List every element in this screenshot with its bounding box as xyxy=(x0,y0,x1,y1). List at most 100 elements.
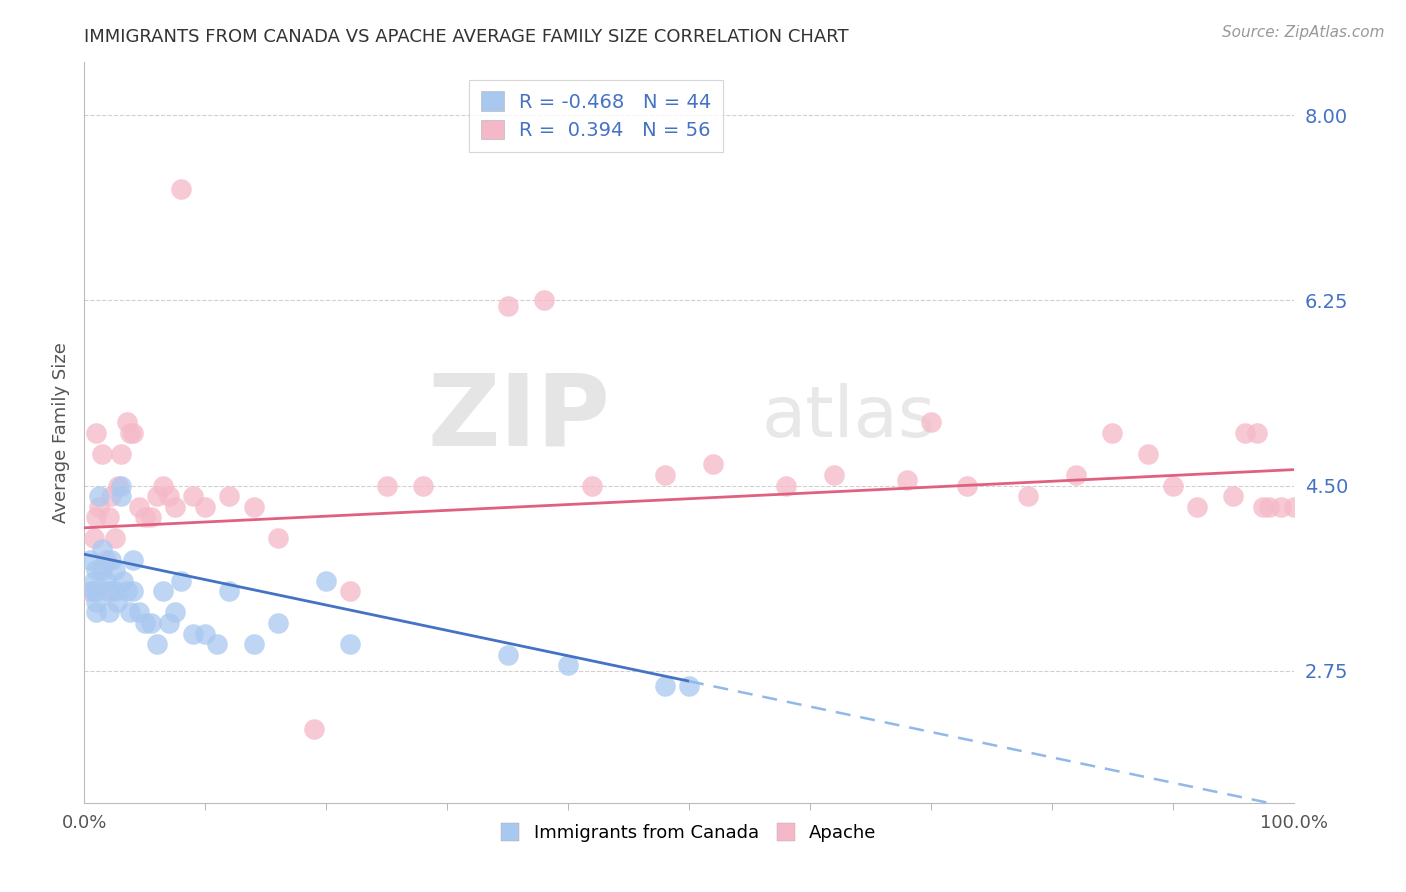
Point xyxy=(218,489,240,503)
Point xyxy=(110,447,132,461)
Point xyxy=(496,648,519,662)
Point xyxy=(91,563,114,577)
Point xyxy=(823,467,845,482)
Point xyxy=(581,478,603,492)
Y-axis label: Average Family Size: Average Family Size xyxy=(52,343,70,523)
Point xyxy=(207,637,229,651)
Point xyxy=(267,532,290,546)
Point xyxy=(339,584,361,599)
Point xyxy=(97,584,120,599)
Point xyxy=(94,552,117,566)
Point xyxy=(139,615,162,630)
Point xyxy=(165,606,187,620)
Point xyxy=(110,478,132,492)
Point xyxy=(83,574,105,588)
Point xyxy=(86,510,108,524)
Point xyxy=(412,478,434,492)
Point xyxy=(100,489,122,503)
Point xyxy=(120,606,142,620)
Point xyxy=(1282,500,1305,514)
Point xyxy=(121,552,143,566)
Point xyxy=(86,425,108,440)
Point xyxy=(86,606,108,620)
Point xyxy=(139,510,162,524)
Point xyxy=(86,584,108,599)
Point xyxy=(79,584,101,599)
Point xyxy=(339,637,361,651)
Legend: Immigrants from Canada, Apache: Immigrants from Canada, Apache xyxy=(494,817,884,849)
Point xyxy=(496,299,519,313)
Point xyxy=(110,489,132,503)
Text: atlas: atlas xyxy=(762,384,936,452)
Point xyxy=(104,584,127,599)
Point xyxy=(170,574,193,588)
Point xyxy=(121,584,143,599)
Point xyxy=(121,425,143,440)
Point xyxy=(242,637,264,651)
Text: IMMIGRANTS FROM CANADA VS APACHE AVERAGE FAMILY SIZE CORRELATION CHART: IMMIGRANTS FROM CANADA VS APACHE AVERAGE… xyxy=(84,28,849,45)
Point xyxy=(100,552,122,566)
Point xyxy=(1270,500,1292,514)
Point xyxy=(134,615,156,630)
Point xyxy=(1161,478,1184,492)
Point xyxy=(91,541,114,556)
Point xyxy=(91,447,114,461)
Point xyxy=(86,563,108,577)
Point xyxy=(181,489,204,503)
Point xyxy=(97,510,120,524)
Point xyxy=(654,680,676,694)
Point xyxy=(557,658,579,673)
Text: Source: ZipAtlas.com: Source: ZipAtlas.com xyxy=(1222,25,1385,40)
Point xyxy=(194,500,217,514)
Point xyxy=(128,606,150,620)
Point xyxy=(956,478,979,492)
Point xyxy=(1064,467,1087,482)
Point xyxy=(702,458,724,472)
Point xyxy=(79,552,101,566)
Point xyxy=(533,293,555,308)
Point xyxy=(1137,447,1160,461)
Point xyxy=(104,532,127,546)
Point xyxy=(115,584,138,599)
Point xyxy=(82,584,104,599)
Point xyxy=(105,595,128,609)
Point xyxy=(115,415,138,429)
Point xyxy=(194,626,217,640)
Point xyxy=(112,574,135,588)
Point xyxy=(94,574,117,588)
Point xyxy=(1253,500,1275,514)
Point xyxy=(97,606,120,620)
Point xyxy=(267,615,290,630)
Point xyxy=(654,467,676,482)
Point xyxy=(920,415,942,429)
Point xyxy=(170,182,193,196)
Point xyxy=(1185,500,1208,514)
Point xyxy=(128,500,150,514)
Point xyxy=(146,489,169,503)
Point xyxy=(218,584,240,599)
Point xyxy=(146,637,169,651)
Point xyxy=(315,574,337,588)
Point xyxy=(152,478,174,492)
Point xyxy=(678,680,700,694)
Point xyxy=(896,473,918,487)
Point xyxy=(775,478,797,492)
Point xyxy=(87,489,110,503)
Point xyxy=(87,500,110,514)
Point xyxy=(97,584,120,599)
Point xyxy=(1234,425,1257,440)
Point xyxy=(242,500,264,514)
Point xyxy=(165,500,187,514)
Point xyxy=(1222,489,1244,503)
Point xyxy=(120,425,142,440)
Point xyxy=(107,478,129,492)
Point xyxy=(86,595,108,609)
Point xyxy=(134,510,156,524)
Point xyxy=(157,489,180,503)
Point xyxy=(157,615,180,630)
Point xyxy=(181,626,204,640)
Point xyxy=(152,584,174,599)
Point xyxy=(83,532,105,546)
Point xyxy=(375,478,398,492)
Text: ZIP: ZIP xyxy=(427,369,610,467)
